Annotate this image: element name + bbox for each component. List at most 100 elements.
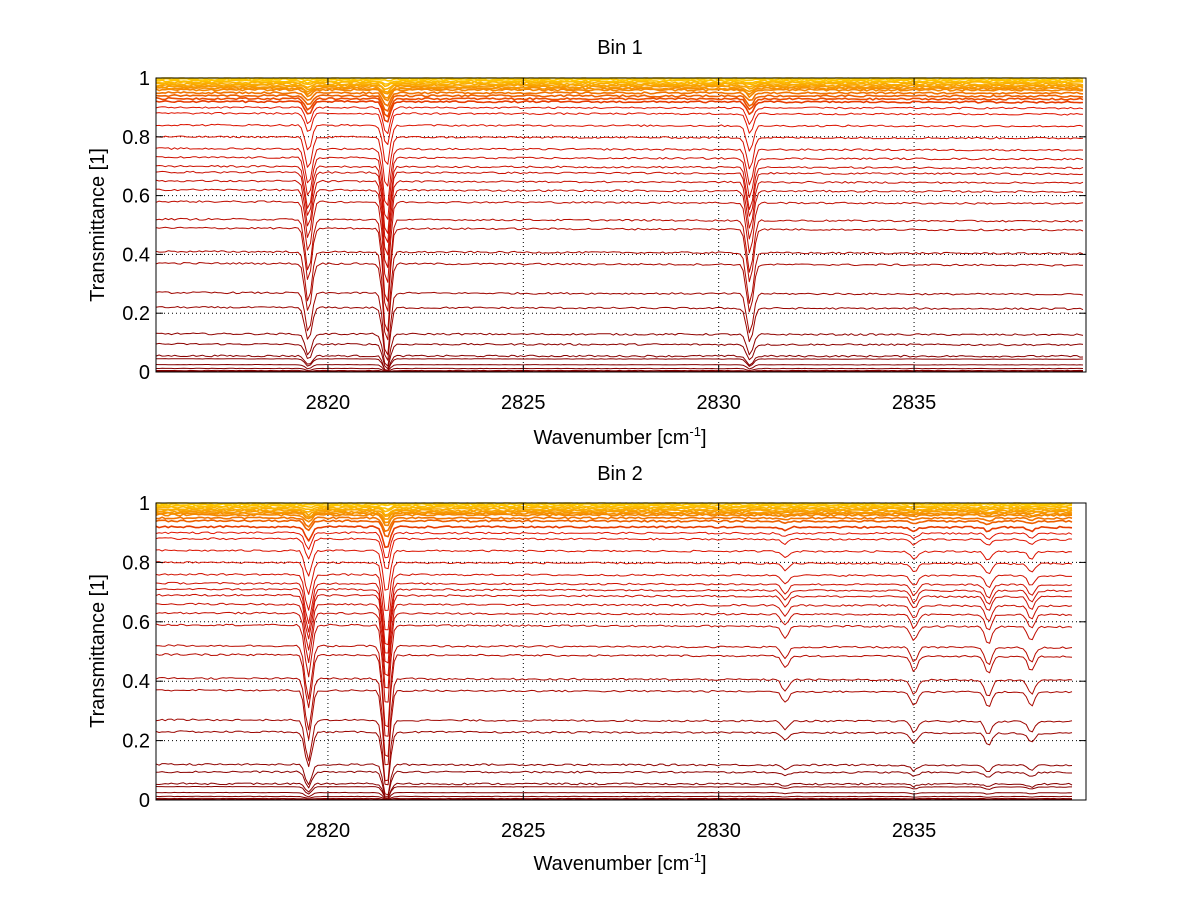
x-tick-label: 2825 — [501, 820, 546, 842]
series-line — [155, 165, 1084, 234]
series-line — [155, 226, 1084, 312]
series-line — [155, 123, 1084, 165]
grid — [156, 503, 1086, 800]
series-line — [155, 573, 1072, 631]
y-axis-label: Transmittance [1] — [87, 574, 109, 728]
panel-bin-1: Bin 1 2820 2825 2830 2835 0 0.2 0.4 0.6 0.8 1 Tr… — [87, 37, 1087, 449]
series-line — [155, 593, 1073, 664]
x-tick-label: 2820 — [306, 820, 351, 842]
series-line — [155, 718, 1073, 782]
x-axis-ticks: 2820 2825 2830 2835 — [306, 78, 937, 414]
series-line — [156, 516, 1073, 533]
series-line — [155, 653, 1073, 737]
series-line — [155, 262, 1084, 341]
series-line — [155, 91, 1084, 107]
y-tick-label: 0 — [139, 790, 150, 812]
series-line — [155, 782, 1073, 799]
plot-frame — [155, 502, 1087, 801]
x-axis-label: Wavenumber [cm-1] — [533, 850, 706, 875]
series-line — [155, 170, 1084, 243]
series-line — [155, 135, 1084, 187]
y-tick-label: 0.2 — [122, 303, 150, 325]
series-line — [155, 519, 1073, 538]
series-line — [155, 96, 1084, 118]
series-line — [155, 80, 1084, 88]
x-axis-ticks: 2820 2825 2830 2835 — [306, 503, 937, 842]
series-line — [155, 112, 1083, 145]
chart-title: Bin 2 — [597, 463, 643, 485]
x-tick-label: 2820 — [306, 392, 351, 414]
series-line — [155, 250, 1084, 332]
y-tick-label: 0.8 — [122, 127, 150, 149]
chart-title: Bin 1 — [597, 37, 643, 59]
series-line — [155, 549, 1073, 591]
y-axis-ticks: 0 0.2 0.4 0.6 0.8 1 — [122, 493, 1086, 812]
series-line — [155, 561, 1073, 611]
series-line — [155, 525, 1073, 549]
series-line — [155, 537, 1073, 570]
x-tick-label: 2830 — [696, 820, 741, 842]
series-line — [155, 502, 1073, 507]
series-line — [155, 513, 1073, 527]
series-line — [155, 611, 1073, 689]
series-line — [156, 367, 1084, 373]
plot-frame — [155, 77, 1087, 373]
series-line — [155, 306, 1084, 361]
y-tick-label: 1 — [139, 493, 150, 515]
y-tick-label: 1 — [139, 68, 150, 90]
y-tick-label: 0.2 — [122, 731, 150, 753]
series-line — [155, 602, 1073, 677]
series-line — [155, 770, 1072, 797]
series-line — [155, 188, 1084, 268]
series-line — [155, 797, 1072, 801]
series-line — [155, 795, 1073, 800]
series-line — [155, 786, 1072, 799]
series-line — [156, 644, 1073, 728]
series-line — [155, 688, 1073, 766]
series-line — [155, 86, 1084, 99]
series-line — [155, 623, 1073, 703]
series-line — [155, 156, 1084, 220]
series-line — [155, 94, 1084, 112]
series-line — [155, 354, 1084, 372]
grid — [156, 78, 1086, 372]
series-line — [155, 763, 1073, 796]
series-line — [155, 531, 1073, 559]
series-line — [155, 510, 1073, 520]
series-line — [155, 179, 1084, 256]
series-line — [155, 85, 1084, 95]
series-line — [156, 369, 1084, 373]
y-axis-label: Transmittance [1] — [87, 148, 109, 302]
series-line — [155, 147, 1084, 206]
series-line — [156, 791, 1073, 800]
series-line — [155, 677, 1073, 757]
series-line — [155, 588, 1073, 654]
series-line — [155, 504, 1073, 511]
y-tick-label: 0.6 — [122, 186, 150, 208]
x-tick-label: 2825 — [501, 392, 546, 414]
series-line — [155, 200, 1084, 283]
series-line — [155, 77, 1084, 82]
series-line — [155, 291, 1084, 356]
series-line — [155, 82, 1084, 91]
x-axis-label: Wavenumber [cm-1] — [533, 424, 706, 449]
series-line — [155, 364, 1084, 372]
y-tick-label: 0.4 — [122, 244, 150, 266]
series-line — [155, 88, 1084, 102]
y-axis-ticks: 0 0.2 0.4 0.6 0.8 1 — [122, 68, 1086, 384]
series-line — [155, 342, 1084, 370]
x-tick-label: 2835 — [892, 820, 937, 842]
y-tick-label: 0.6 — [122, 612, 150, 634]
series-line — [155, 106, 1084, 135]
series-line — [156, 358, 1084, 371]
y-tick-label: 0.4 — [122, 671, 150, 693]
series-line — [155, 217, 1084, 302]
x-tick-label: 2830 — [696, 392, 741, 414]
series-line — [155, 99, 1084, 123]
y-tick-label: 0.8 — [122, 552, 150, 574]
panel-bin-2: Bin 2 2820 2825 2830 2835 0 0.2 0.4 0.6 0.8 1 Tr… — [87, 463, 1087, 875]
spectra — [155, 77, 1084, 373]
series-line — [155, 730, 1073, 786]
x-tick-label: 2835 — [892, 392, 937, 414]
